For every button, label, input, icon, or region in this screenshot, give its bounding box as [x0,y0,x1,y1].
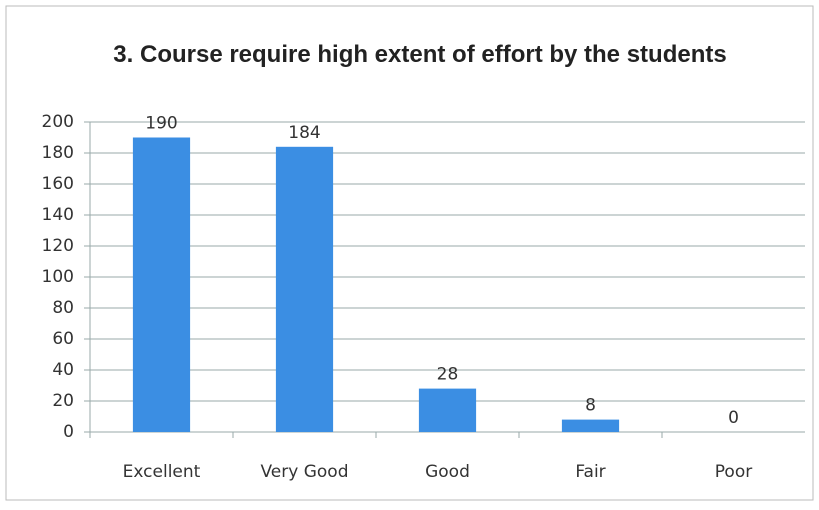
x-tick-label: Excellent [123,462,201,482]
x-tick-label: Very Good [261,462,349,482]
bar [561,419,620,432]
y-tick-label: 140 [42,205,74,225]
y-tick-label: 20 [52,391,74,411]
bar [418,388,477,432]
value-label: 28 [437,365,459,385]
chart-border [5,5,814,501]
chart-title: 3. Course require high extent of effort … [113,41,727,68]
y-tick-label: 160 [42,174,74,194]
x-tick-label: Good [425,462,470,482]
bar [132,137,191,432]
y-tick-label: 40 [52,360,74,380]
x-tick-label: Poor [715,462,752,482]
value-label: 0 [728,408,739,428]
y-tick-label: 100 [42,267,74,287]
y-tick-label: 200 [42,112,74,132]
bar [275,146,334,433]
y-tick-label: 60 [52,329,74,349]
y-tick-label: 180 [42,143,74,163]
y-tick-label: 120 [42,236,74,256]
y-tick-label: 80 [52,298,74,318]
value-label: 190 [145,114,177,134]
x-tick-label: Fair [575,462,605,482]
value-label: 8 [585,396,596,416]
value-label: 184 [288,123,320,143]
y-tick-label: 0 [63,422,74,442]
